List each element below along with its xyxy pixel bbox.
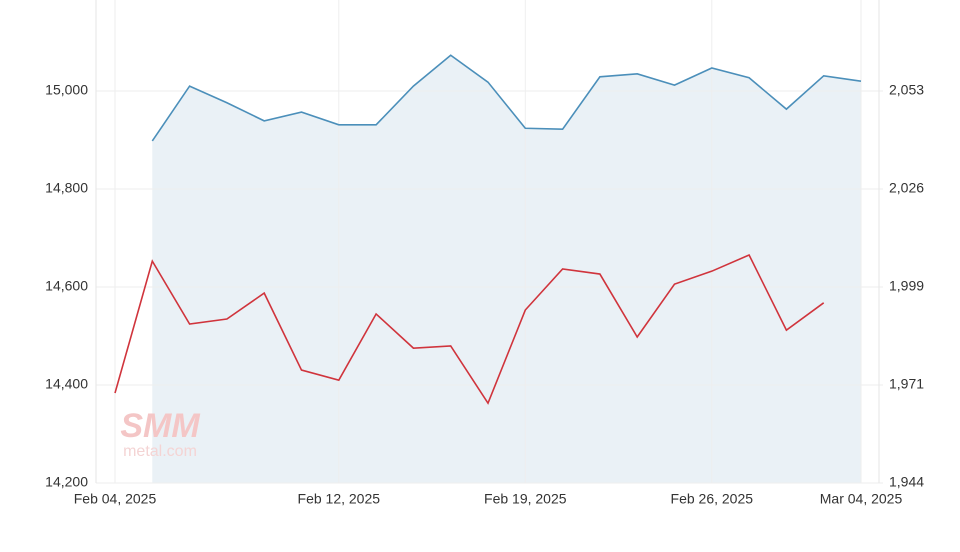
x-tick-label: Feb 12, 2025: [298, 491, 381, 507]
y-tick-label: 15,000: [45, 82, 88, 98]
watermark: metal.com: [123, 443, 197, 460]
area: [152, 55, 862, 483]
y2-tick-label: 1,971: [889, 376, 924, 392]
line: [151, 54, 862, 142]
line: [114, 253, 825, 405]
y2-tick-label: 1,999: [889, 278, 924, 294]
watermark: SMM: [120, 407, 200, 445]
x-tick-label: Feb 26, 2025: [671, 491, 754, 507]
y-tick-label: 14,200: [45, 474, 88, 490]
y2-tick-label: 2,026: [889, 180, 924, 196]
y2-tick-label: 1,944: [889, 474, 924, 490]
x-tick-label: Mar 04, 2025: [820, 491, 903, 507]
y-tick-label: 14,400: [45, 376, 88, 392]
x-tick-label: Feb 19, 2025: [484, 491, 567, 507]
y-tick-label: 14,600: [45, 278, 88, 294]
y2-tick-label: 2,053: [889, 82, 924, 98]
x-tick-label: Feb 04, 2025: [74, 491, 157, 507]
y-tick-label: 14,800: [45, 180, 88, 196]
